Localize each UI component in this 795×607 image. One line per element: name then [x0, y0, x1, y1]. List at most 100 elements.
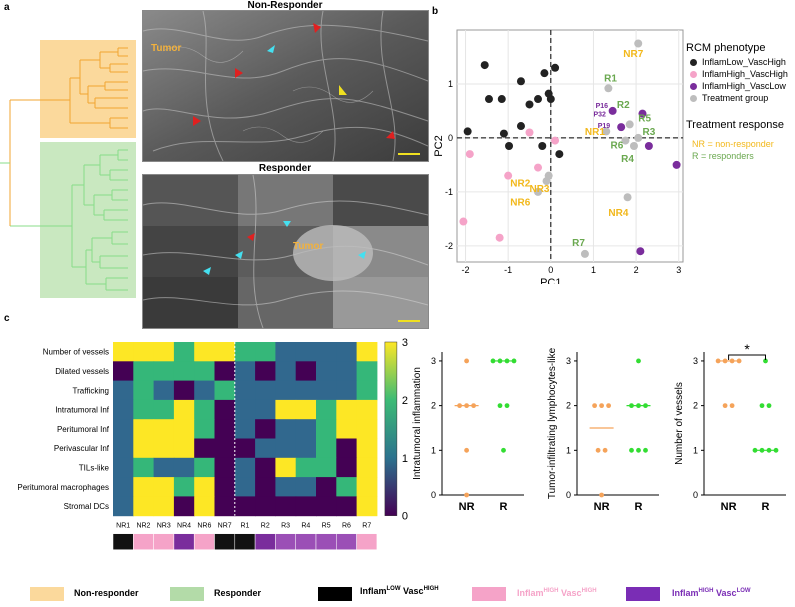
- heatmap-column-label: NR2: [136, 523, 150, 530]
- heatmap-cell: [194, 419, 215, 439]
- nonresponder-image-title: Non-Responder: [247, 0, 323, 11]
- cyan-arrow-icon: [267, 45, 275, 53]
- pca-annotation-label: P16: [596, 103, 609, 110]
- tumor-label-top: Tumor: [151, 43, 182, 54]
- pca-x-tick-label: -2: [462, 265, 470, 275]
- heatmap-column-label: R3: [281, 523, 290, 530]
- pca-x-tick-label: 0: [548, 265, 553, 275]
- heatmap-cell: [113, 399, 134, 420]
- pca-annotation-label: R5: [638, 114, 651, 125]
- pca-annotation-label: R4: [621, 154, 634, 165]
- heatmap-cell: [153, 399, 175, 420]
- legend-item-label: Treatment group: [702, 93, 769, 103]
- pca-point: [551, 63, 560, 72]
- legend-item-label: InflamHigh_VascHigh: [702, 69, 788, 79]
- pca-annotation-label: R6: [611, 141, 624, 152]
- heatmap-cell: [356, 457, 378, 478]
- heatmap-colorbar-tick: 2: [402, 395, 408, 407]
- heatmap-colorbar: [384, 341, 398, 516]
- black-phenotype-swatch: [318, 587, 352, 601]
- heatmap-cell: [234, 399, 256, 420]
- heatmap-row-label: Peritumoral Inf: [57, 425, 110, 434]
- r-legend-label: Responder: [214, 588, 262, 598]
- purple-phenotype-label: InflamHIGH VascLOW: [672, 588, 751, 598]
- heatmap-cell: [173, 496, 195, 517]
- number-of-vessels-plot: 0 1 2 3 Number of vessels NR R *: [674, 341, 786, 513]
- pink-phenotype-swatch: [472, 587, 506, 601]
- heatmap-cell: [255, 438, 276, 459]
- heatmap-column-label: NR7: [218, 523, 232, 530]
- pca-point: [629, 142, 638, 150]
- legend-item: InflamHigh_VascLow: [686, 80, 788, 92]
- heatmap-phenotype-cell: [275, 533, 296, 550]
- heatmap-cell: [275, 380, 297, 401]
- dotplot-point: [497, 403, 503, 409]
- dotplot-point: [763, 358, 768, 364]
- heatmap-column-label: R2: [261, 523, 270, 530]
- heatmap-cell: [113, 361, 134, 382]
- pca-annotation-label: P19: [598, 123, 611, 130]
- responder-rcm-image: Tumor: [142, 174, 429, 329]
- heatmap-cell: [275, 438, 297, 459]
- pca-point: [542, 177, 551, 186]
- heatmap-cell: [153, 477, 175, 497]
- heatmap-cell: [194, 361, 215, 382]
- heatmap-cell: [133, 361, 155, 382]
- dotplot-y-tick-label: 2: [693, 401, 698, 411]
- pca-y-tick-label: 0: [448, 133, 453, 143]
- score-heatmap: Number of vessels Dilated vessels Traffick…: [17, 337, 408, 550]
- pca-point: [525, 128, 534, 137]
- heatmap-cell: [356, 419, 378, 439]
- heatmap-row-label: Stromal DCs: [64, 502, 109, 511]
- heatmap-colorbar-tick: 0: [402, 511, 408, 523]
- r-legend-swatch: [170, 587, 204, 601]
- pca-point: [638, 109, 647, 118]
- heatmap-cell: [173, 361, 195, 382]
- heatmap-cell: [275, 419, 297, 439]
- heatmap-cell: [275, 361, 297, 382]
- pca-point: [608, 106, 617, 115]
- heatmap-cell: [133, 438, 155, 459]
- pca-point: [555, 150, 564, 159]
- heatmap-cell: [295, 438, 317, 459]
- heatmap-cell: [255, 419, 276, 439]
- r-legend-text: R = responders: [692, 151, 754, 161]
- dotplot-y-axis-label: Intratumoral inflammation: [412, 367, 423, 480]
- dotplot-category-label: R: [762, 501, 770, 513]
- panel-letter-c: c: [4, 313, 10, 324]
- dotplot-category-label: R: [635, 501, 643, 513]
- heatmap-cell: [214, 342, 236, 362]
- intratumoral-inflammation-plot: 0 1 2 3 Intratumoral inflammation NR R: [412, 352, 524, 513]
- heatmap-cell: [356, 342, 378, 362]
- heatmap-cell: [214, 361, 236, 382]
- heatmap-cell: [255, 361, 276, 382]
- heatmap-column-label: R6: [342, 523, 351, 530]
- pca-point: [516, 77, 525, 86]
- pca-point: [636, 247, 645, 256]
- dotplot-category-label: NR: [721, 501, 737, 513]
- heatmap-cell: [336, 477, 358, 497]
- heatmap-cell: [173, 438, 195, 459]
- heatmap-cell: [255, 399, 276, 420]
- dotplot-y-axis-label: Number of vessels: [674, 382, 685, 465]
- heatmap-cell: [316, 477, 337, 497]
- pca-annotation-label: NR7: [623, 49, 643, 60]
- pca-annotation-label: R2: [617, 100, 630, 111]
- heatmap-cell: [214, 419, 236, 439]
- nr-legend-label: Non-responder: [74, 588, 139, 598]
- dotplot-y-tick-label: 2: [566, 401, 571, 411]
- pca-point: [634, 39, 643, 48]
- pca-point: [634, 133, 643, 142]
- pca-point: [497, 95, 506, 104]
- heatmap-phenotype-cell: [295, 533, 317, 550]
- legend-dot-icon: [690, 58, 697, 66]
- pca-annotation-label: NR4: [608, 208, 628, 219]
- dotplot-y-tick-label: 3: [431, 356, 436, 366]
- heatmap-phenotype-cell: [173, 533, 195, 550]
- heatmap-cell: [133, 380, 155, 401]
- heatmap-cell: [113, 477, 134, 497]
- heatmap-phenotype-cell: [193, 533, 215, 550]
- heatmap-cell: [194, 342, 215, 362]
- heatmap-cell: [234, 477, 256, 497]
- heatmap-cell: [173, 419, 195, 439]
